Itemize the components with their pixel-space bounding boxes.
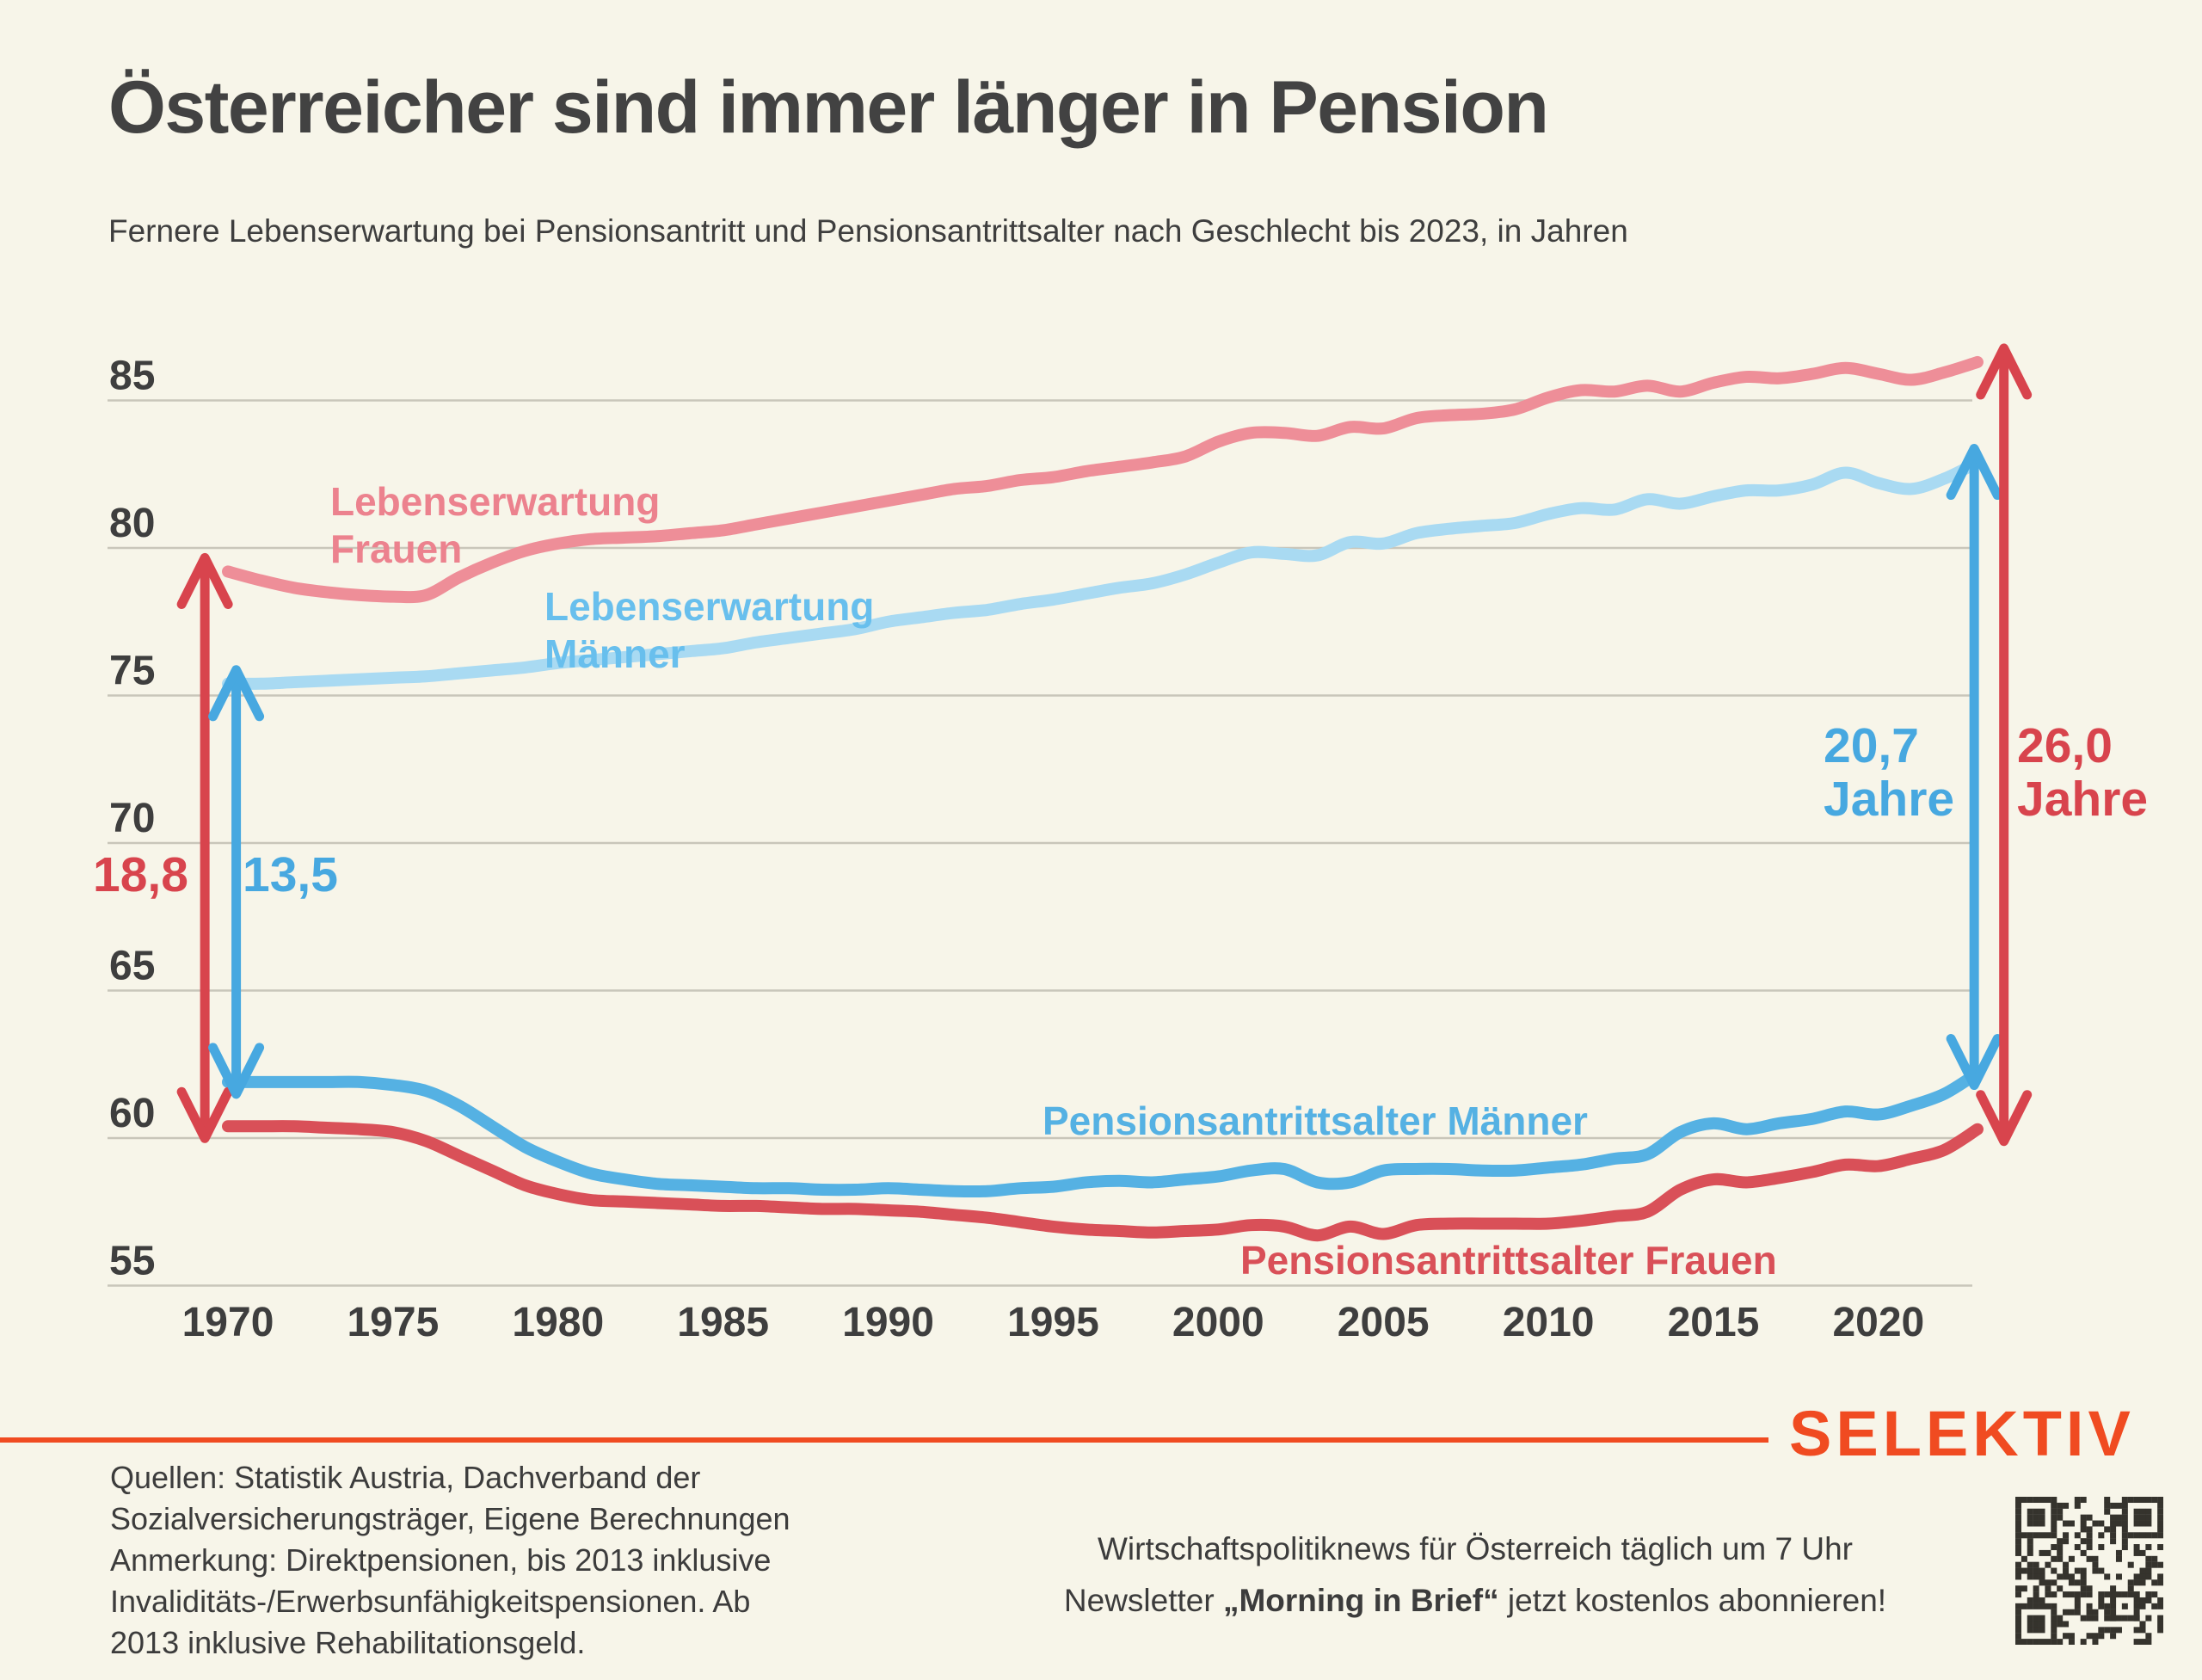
label-line: Pensionsantrittsalter Männer xyxy=(1043,1098,1588,1143)
label-pensionsantrittsalter-maenner: Pensionsantrittsalter Männer xyxy=(1043,1098,1588,1145)
page-subtitle: Fernere Lebenserwartung bei Pensionsantr… xyxy=(108,213,1628,249)
newsletter-cta: Newsletter „Morning in Brief“ jetzt kost… xyxy=(972,1583,1978,1619)
x-tick-1990: 1990 xyxy=(842,1300,934,1345)
gap-arrow-3 xyxy=(1976,343,2033,1147)
y-tick-65: 65 xyxy=(109,944,155,989)
y-tick-85: 85 xyxy=(109,354,155,399)
newsletter-cta-prefix: Newsletter xyxy=(1063,1583,1223,1618)
gap-value-frauen-1970: 18,8 xyxy=(93,848,188,902)
qr-code xyxy=(2015,1497,2163,1645)
series-line-lebenserwartung-m-nner xyxy=(222,456,1984,690)
newsletter-tagline: Wirtschaftspolitiknews für Österreich tä… xyxy=(1098,1531,1853,1566)
label-line: Pensionsantrittsalter Frauen xyxy=(1240,1238,1777,1283)
gap-value-maenner-1970: 13,5 xyxy=(243,848,338,902)
series-line-lebenserwartung-frauen xyxy=(222,355,1984,604)
x-tick-1975: 1975 xyxy=(347,1300,439,1345)
y-tick-60: 60 xyxy=(109,1091,155,1136)
footer-divider xyxy=(0,1437,1768,1443)
label-pensionsantrittsalter-frauen: Pensionsantrittsalter Frauen xyxy=(1240,1237,1777,1284)
x-tick-1985: 1985 xyxy=(677,1300,769,1345)
y-tick-70: 70 xyxy=(109,796,155,841)
newsletter-promo: Wirtschaftspolitiknews für Österreich tä… xyxy=(972,1531,1978,1619)
label-line: Lebenserwartung xyxy=(544,584,875,629)
series-line-pensionsantrittsalter-frauen xyxy=(222,1120,1984,1242)
source-note: Quellen: Statistik Austria, Dachverband … xyxy=(110,1457,790,1664)
gap-value-maenner-2023: 20,7 Jahre xyxy=(1824,719,1954,826)
x-tick-2000: 2000 xyxy=(1172,1300,1264,1345)
source-line: Sozialversicherungsträger, Eigene Berech… xyxy=(110,1501,790,1536)
x-tick-2015: 2015 xyxy=(1668,1300,1760,1345)
x-tick-2005: 2005 xyxy=(1338,1300,1430,1345)
gap-arrow-0 xyxy=(176,552,233,1143)
newsletter-name: „Morning in Brief“ xyxy=(1222,1583,1499,1618)
gap-arrow-2 xyxy=(1946,444,2002,1091)
source-line: Invaliditäts-/Erwerbsunfähigkeitspension… xyxy=(110,1584,751,1619)
x-tick-2020: 2020 xyxy=(1832,1300,1924,1345)
label-lebenserwartung-frauen: Lebenserwartung Frauen xyxy=(330,478,660,573)
qr-code-image xyxy=(2015,1497,2163,1645)
y-tick-55: 55 xyxy=(109,1239,155,1284)
gap-unit: Jahre xyxy=(1824,772,1955,827)
gap-number: 26,0 xyxy=(2017,718,2113,773)
x-tick-1980: 1980 xyxy=(512,1300,604,1345)
gap-arrow-1 xyxy=(208,665,265,1099)
page-title: Österreicher sind immer länger in Pensio… xyxy=(108,66,1549,149)
source-line: Anmerkung: Direktpensionen, bis 2013 ink… xyxy=(110,1542,772,1578)
newsletter-cta-suffix: jetzt kostenlos abonnieren! xyxy=(1498,1583,1887,1618)
gap-number: 18,8 xyxy=(93,847,188,902)
x-tick-1970: 1970 xyxy=(182,1300,274,1345)
label-lebenserwartung-maenner: Lebenserwartung Männer xyxy=(544,583,874,678)
series-line-pensionsantrittsalter-m-nner xyxy=(222,1067,1984,1198)
gap-value-frauen-2023: 26,0 Jahre xyxy=(2017,719,2148,826)
label-line: Männer xyxy=(544,631,686,676)
gap-unit: Jahre xyxy=(2017,772,2149,827)
label-line: Lebenserwartung xyxy=(330,479,661,524)
label-line: Frauen xyxy=(330,526,463,571)
y-tick-80: 80 xyxy=(109,501,155,546)
x-tick-1995: 1995 xyxy=(1007,1300,1099,1345)
selektiv-logo: SELEKTIV xyxy=(1789,1398,2135,1469)
gap-number: 20,7 xyxy=(1824,718,1919,773)
gap-number: 13,5 xyxy=(243,847,338,902)
y-tick-75: 75 xyxy=(109,649,155,694)
x-tick-2010: 2010 xyxy=(1503,1300,1595,1345)
source-line: Quellen: Statistik Austria, Dachverband … xyxy=(110,1460,701,1495)
source-line: 2013 inklusive Rehabilitationsgeld. xyxy=(110,1625,586,1660)
